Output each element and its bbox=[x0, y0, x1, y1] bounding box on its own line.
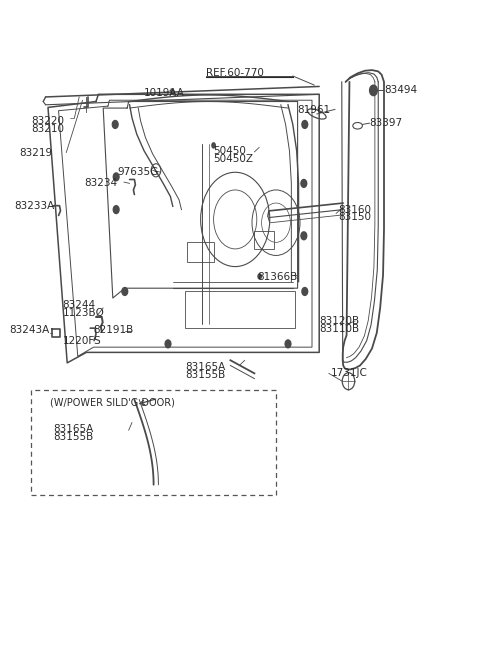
Circle shape bbox=[301, 179, 307, 187]
Bar bbox=[187, 242, 214, 262]
Text: 83220: 83220 bbox=[31, 116, 64, 126]
Text: 83165A: 83165A bbox=[53, 424, 93, 434]
Text: 83210: 83210 bbox=[31, 124, 64, 134]
Text: 81366B: 81366B bbox=[257, 272, 297, 282]
Text: 83150: 83150 bbox=[338, 212, 372, 223]
Text: 83110B: 83110B bbox=[319, 324, 360, 334]
Text: 97635G: 97635G bbox=[118, 167, 159, 178]
Circle shape bbox=[113, 173, 119, 181]
Text: 83165A: 83165A bbox=[185, 362, 225, 372]
Text: (W/POWER SILD'G DOOR): (W/POWER SILD'G DOOR) bbox=[50, 398, 175, 408]
Bar bbox=[254, 231, 274, 249]
Text: 83397: 83397 bbox=[370, 118, 403, 128]
Circle shape bbox=[211, 142, 216, 149]
Text: 50450Z: 50450Z bbox=[214, 153, 253, 164]
Text: 83494: 83494 bbox=[384, 85, 417, 96]
Circle shape bbox=[285, 340, 291, 348]
Text: 1123BQ: 1123BQ bbox=[62, 308, 104, 318]
Text: 83234: 83234 bbox=[84, 178, 117, 189]
Text: 83219: 83219 bbox=[19, 147, 52, 158]
Circle shape bbox=[302, 288, 308, 295]
Text: 83233A: 83233A bbox=[14, 201, 55, 212]
Text: 83155B: 83155B bbox=[185, 369, 225, 380]
Text: 83244: 83244 bbox=[62, 300, 96, 310]
Text: 83120B: 83120B bbox=[319, 316, 360, 326]
Circle shape bbox=[113, 206, 119, 214]
Circle shape bbox=[302, 121, 308, 128]
Text: 82191B: 82191B bbox=[94, 325, 134, 335]
Text: 1731JC: 1731JC bbox=[331, 368, 368, 379]
Circle shape bbox=[301, 232, 307, 240]
Bar bbox=[31, 390, 276, 495]
Bar bbox=[185, 291, 295, 328]
Text: REF.60-770: REF.60-770 bbox=[206, 68, 264, 79]
Circle shape bbox=[257, 273, 262, 280]
Text: 50450: 50450 bbox=[214, 145, 246, 156]
Text: 83160: 83160 bbox=[338, 204, 372, 215]
Circle shape bbox=[112, 121, 118, 128]
Text: 81961: 81961 bbox=[298, 105, 331, 115]
Text: 83155B: 83155B bbox=[53, 432, 93, 442]
Text: 1019AA: 1019AA bbox=[144, 88, 185, 98]
Circle shape bbox=[165, 340, 171, 348]
Circle shape bbox=[370, 85, 377, 96]
Text: 1220FS: 1220FS bbox=[62, 335, 101, 346]
Text: 83243A: 83243A bbox=[10, 325, 50, 335]
Circle shape bbox=[122, 288, 128, 295]
